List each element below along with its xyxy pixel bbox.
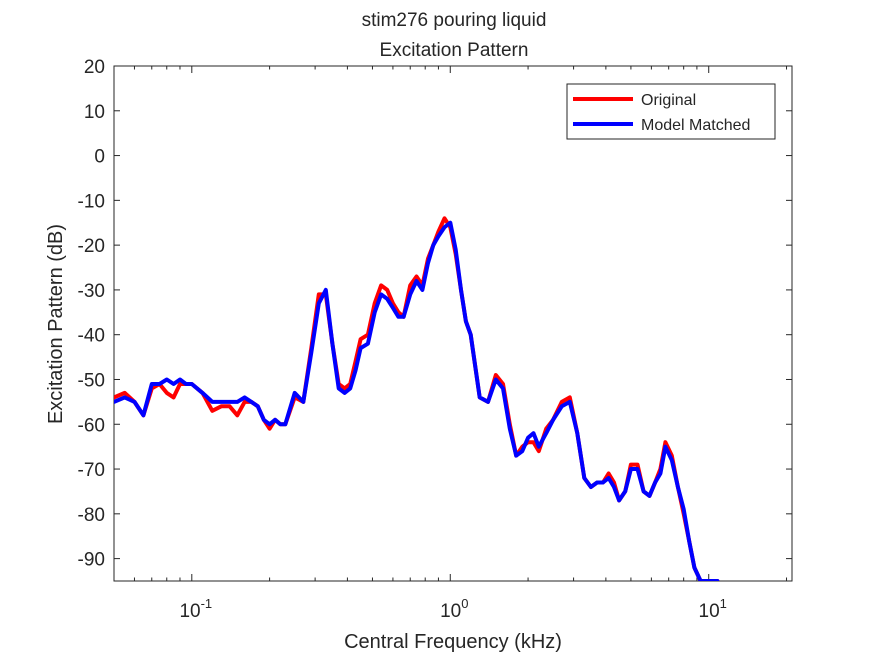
series-line-model-matched	[114, 220, 720, 581]
legend: Original Model Matched	[566, 83, 776, 140]
x-tick-label: 101	[699, 596, 727, 622]
series-layer	[114, 216, 720, 581]
x-tick-label: 10-1	[179, 596, 212, 622]
y-tick-label: -30	[78, 281, 105, 302]
y-axis-label: Excitation Pattern (dB)	[45, 224, 67, 424]
x-axis-ticks: 10-1 100 101	[133, 66, 788, 622]
x-tick-label: 100	[440, 596, 468, 622]
y-tick-label: -70	[78, 460, 105, 481]
legend-label-original: Original	[641, 92, 696, 109]
y-tick-label: -50	[78, 370, 105, 391]
plot-area	[113, 65, 793, 582]
y-tick-label: -90	[78, 550, 105, 571]
legend-label-model-matched: Model Matched	[641, 117, 750, 134]
legend-box	[566, 83, 776, 140]
y-tick-label: -20	[78, 236, 105, 257]
y-tick-label: -60	[78, 415, 105, 436]
y-tick-label: 0	[94, 147, 105, 168]
chart-title: stim276 pouring liquid	[362, 10, 547, 31]
y-axis-ticks: 20 10 0 -10 -20 -30 -40 -50 -60 -70 -80 -90	[78, 57, 792, 571]
chart-subtitle: Excitation Pattern	[380, 40, 529, 61]
x-axis-label: Central Frequency (kHz)	[344, 631, 562, 653]
y-tick-label: 20	[84, 57, 105, 78]
y-tick-label: 10	[84, 102, 105, 123]
y-tick-label: -10	[78, 191, 105, 212]
y-tick-label: -40	[78, 326, 105, 347]
y-tick-label: -80	[78, 505, 105, 526]
